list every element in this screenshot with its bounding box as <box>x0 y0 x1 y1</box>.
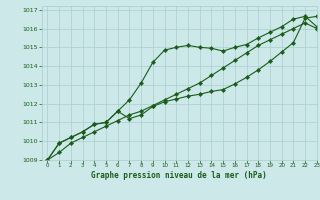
X-axis label: Graphe pression niveau de la mer (hPa): Graphe pression niveau de la mer (hPa) <box>91 171 267 180</box>
